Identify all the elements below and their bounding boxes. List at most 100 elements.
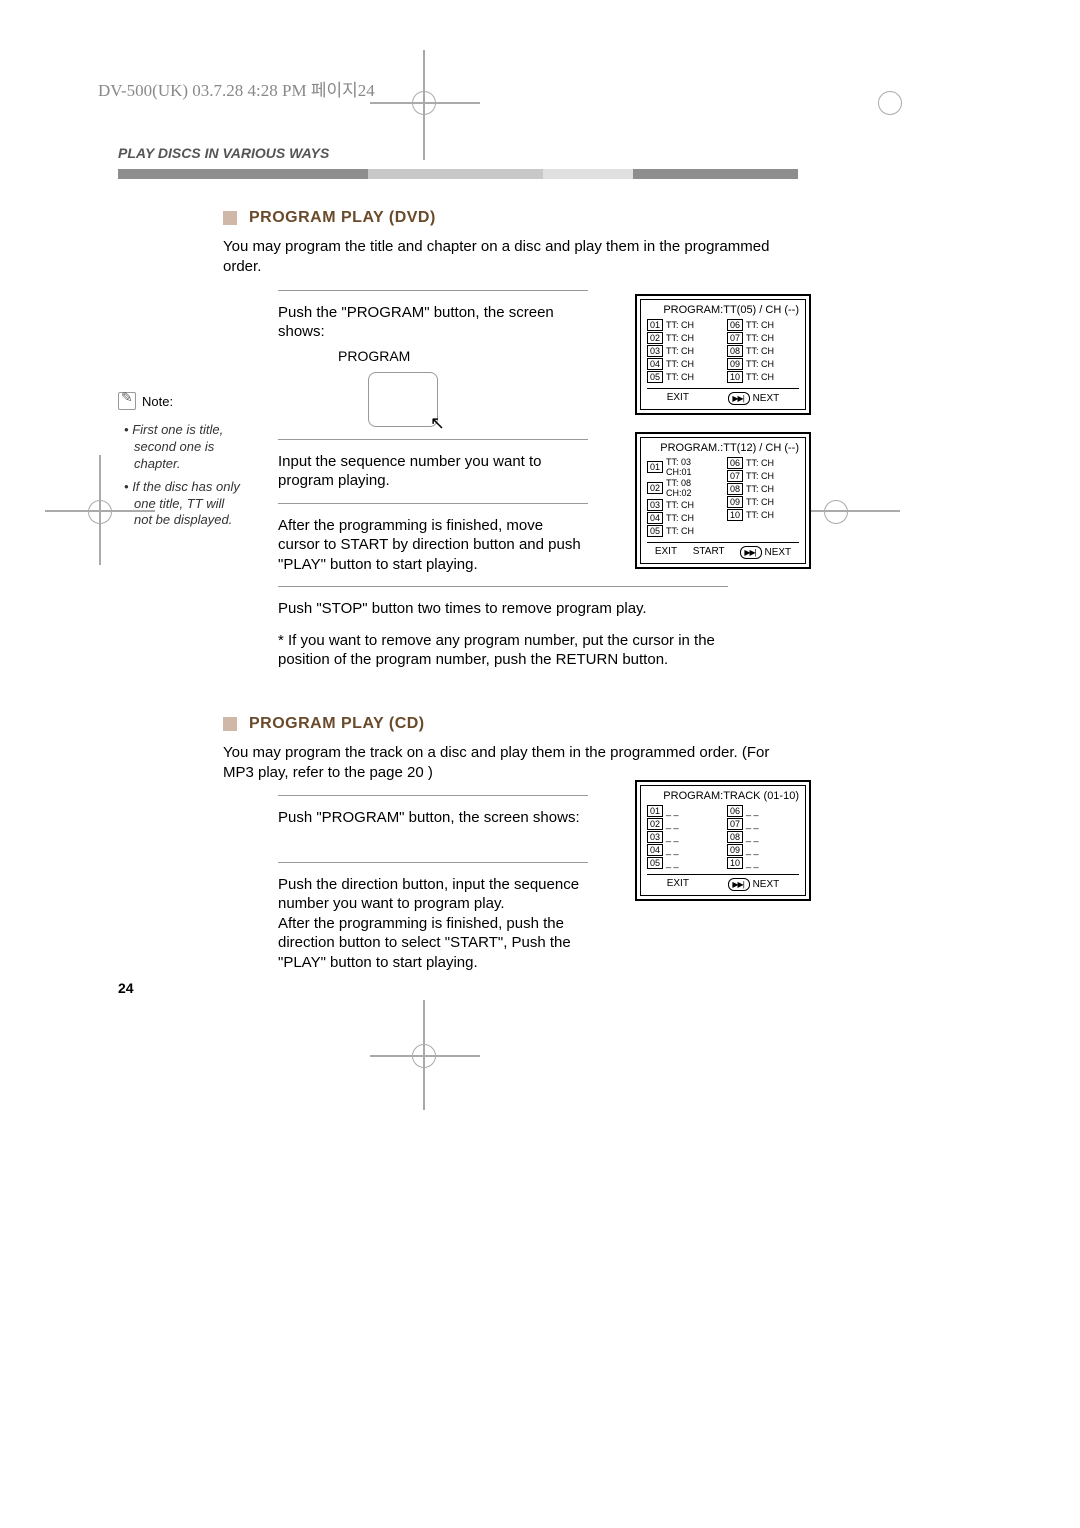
section-header: PLAY DISCS IN VARIOUS WAYS [118,145,798,161]
osd-start: START [693,546,725,559]
note-item: • First one is title, second one is chap… [134,422,243,473]
bullet-icon [223,211,237,225]
osd-row: 10TT: CH [727,371,799,383]
osd-row: 04TT: CH [647,512,719,524]
osd-num: 01 [647,319,663,331]
osd-num: 08 [727,483,743,495]
osd-num: 10 [727,857,743,869]
cd-step2a-text: Push the direction button, input the seq… [278,875,588,914]
osd-val: TT: CH [746,497,774,507]
dvd-heading-row: PROGRAM PLAY (DVD) [223,209,798,227]
osd-row: 04TT: CH [647,358,719,370]
cd-step1-text: Push "PROGRAM" button, the screen shows: [278,808,588,828]
osd-row: 01TT: CH [647,319,719,331]
note-item: • If the disc has only one title, TT wil… [134,479,243,530]
pencil-icon [118,392,136,410]
osd-val: TT: CH [666,513,694,523]
osd-row: 02TT: CH [647,332,719,344]
osd-num: 07 [727,470,743,482]
osd-val: _ _ [746,845,759,855]
osd-num: 09 [727,496,743,508]
osd-row: 09_ _ [727,844,799,856]
osd-row: 05TT: CH [647,371,719,383]
osd-row: 09TT: CH [727,496,799,508]
osd-row: 01TT: 03 CH:01 [647,457,719,477]
osd-row: 10TT: CH [727,509,799,521]
osd-val: TT: CH [666,500,694,510]
osd-num: 08 [727,345,743,357]
osd-val: _ _ [666,806,679,816]
note-label: Note: [142,394,173,409]
osd-next: NEXT [740,546,791,559]
osd-num: 01 [647,805,663,817]
osd-row: 03_ _ [647,831,719,843]
header-rule [118,169,798,179]
osd-val: TT: CH [666,320,694,330]
osd-val: _ _ [666,845,679,855]
osd-row: 02_ _ [647,818,719,830]
dvd-step4: Push "STOP" button two times to remove p… [278,586,728,670]
osd-num: 05 [647,857,663,869]
osd-val: TT: CH [666,333,694,343]
osd-num: 04 [647,512,663,524]
osd-num: 06 [727,805,743,817]
osd-val: TT: CH [746,333,774,343]
osd-val: _ _ [666,832,679,842]
osd3-title: PROGRAM:TRACK (01-10) [647,790,799,802]
osd-dvd-1: PROGRAM:TT(05) / CH (--) 01TT: CH02TT: C… [635,294,811,415]
dvd-step2-text: Input the sequence number you want to pr… [278,452,588,491]
osd-row: 05_ _ [647,857,719,869]
osd-val: TT: CH [666,346,694,356]
osd-row: 04_ _ [647,844,719,856]
next-icon [740,546,761,559]
osd-exit: EXIT [667,878,689,891]
cd-intro: You may program the track on a disc and … [223,743,798,784]
osd-val: TT: CH [746,484,774,494]
osd-val: _ _ [746,832,759,842]
note-title: Note: [118,392,243,410]
osd-num: 03 [647,499,663,511]
osd-num: 10 [727,509,743,521]
cd-heading-row: PROGRAM PLAY (CD) [223,715,798,733]
osd-val: _ _ [666,819,679,829]
osd-num: 04 [647,358,663,370]
osd-row: 08_ _ [727,831,799,843]
osd-row: 02TT: 08 CH:02 [647,478,719,498]
bullet-icon [223,717,237,731]
file-header: DV-500(UK) 03.7.28 4:28 PM 페이지24 [98,76,375,101]
osd-row: 03TT: CH [647,499,719,511]
osd-val: TT: 08 CH:02 [666,478,719,498]
osd-num: 03 [647,831,663,843]
osd-num: 07 [727,332,743,344]
dvd-intro: You may program the title and chapter on… [223,237,798,278]
crop-mark [824,500,848,524]
osd-val: TT: CH [746,471,774,481]
osd-cd: PROGRAM:TRACK (01-10) 01_ _02_ _03_ _04_… [635,780,811,901]
next-icon [728,392,749,405]
page-number: 24 [118,980,134,996]
osd-val: TT: CH [746,510,774,520]
cd-step2b-text: After the programming is finished, push … [278,914,588,973]
osd-row: 03TT: CH [647,345,719,357]
osd-row: 08TT: CH [727,483,799,495]
osd-val: TT: CH [666,359,694,369]
osd-num: 05 [647,525,663,537]
crop-mark [412,1044,436,1068]
osd-row: 10_ _ [727,857,799,869]
osd-num: 06 [727,319,743,331]
remote-icon [368,372,438,427]
osd-num: 04 [647,844,663,856]
osd-row: 01_ _ [647,805,719,817]
osd-val: TT: CH [666,526,694,536]
osd-row: 07TT: CH [727,470,799,482]
osd-val: _ _ [746,806,759,816]
dvd-step1-text: Push the "PROGRAM" button, the screen sh… [278,303,588,342]
cd-step1: Push "PROGRAM" button, the screen shows:… [278,795,588,972]
osd-next: NEXT [728,392,779,405]
osd-num: 02 [647,482,663,494]
osd-exit: EXIT [667,392,689,405]
osd-num: 05 [647,371,663,383]
osd-num: 02 [647,332,663,344]
cd-heading: PROGRAM PLAY (CD) [249,715,425,733]
dvd-star-text: * If you want to remove any program numb… [278,631,728,670]
